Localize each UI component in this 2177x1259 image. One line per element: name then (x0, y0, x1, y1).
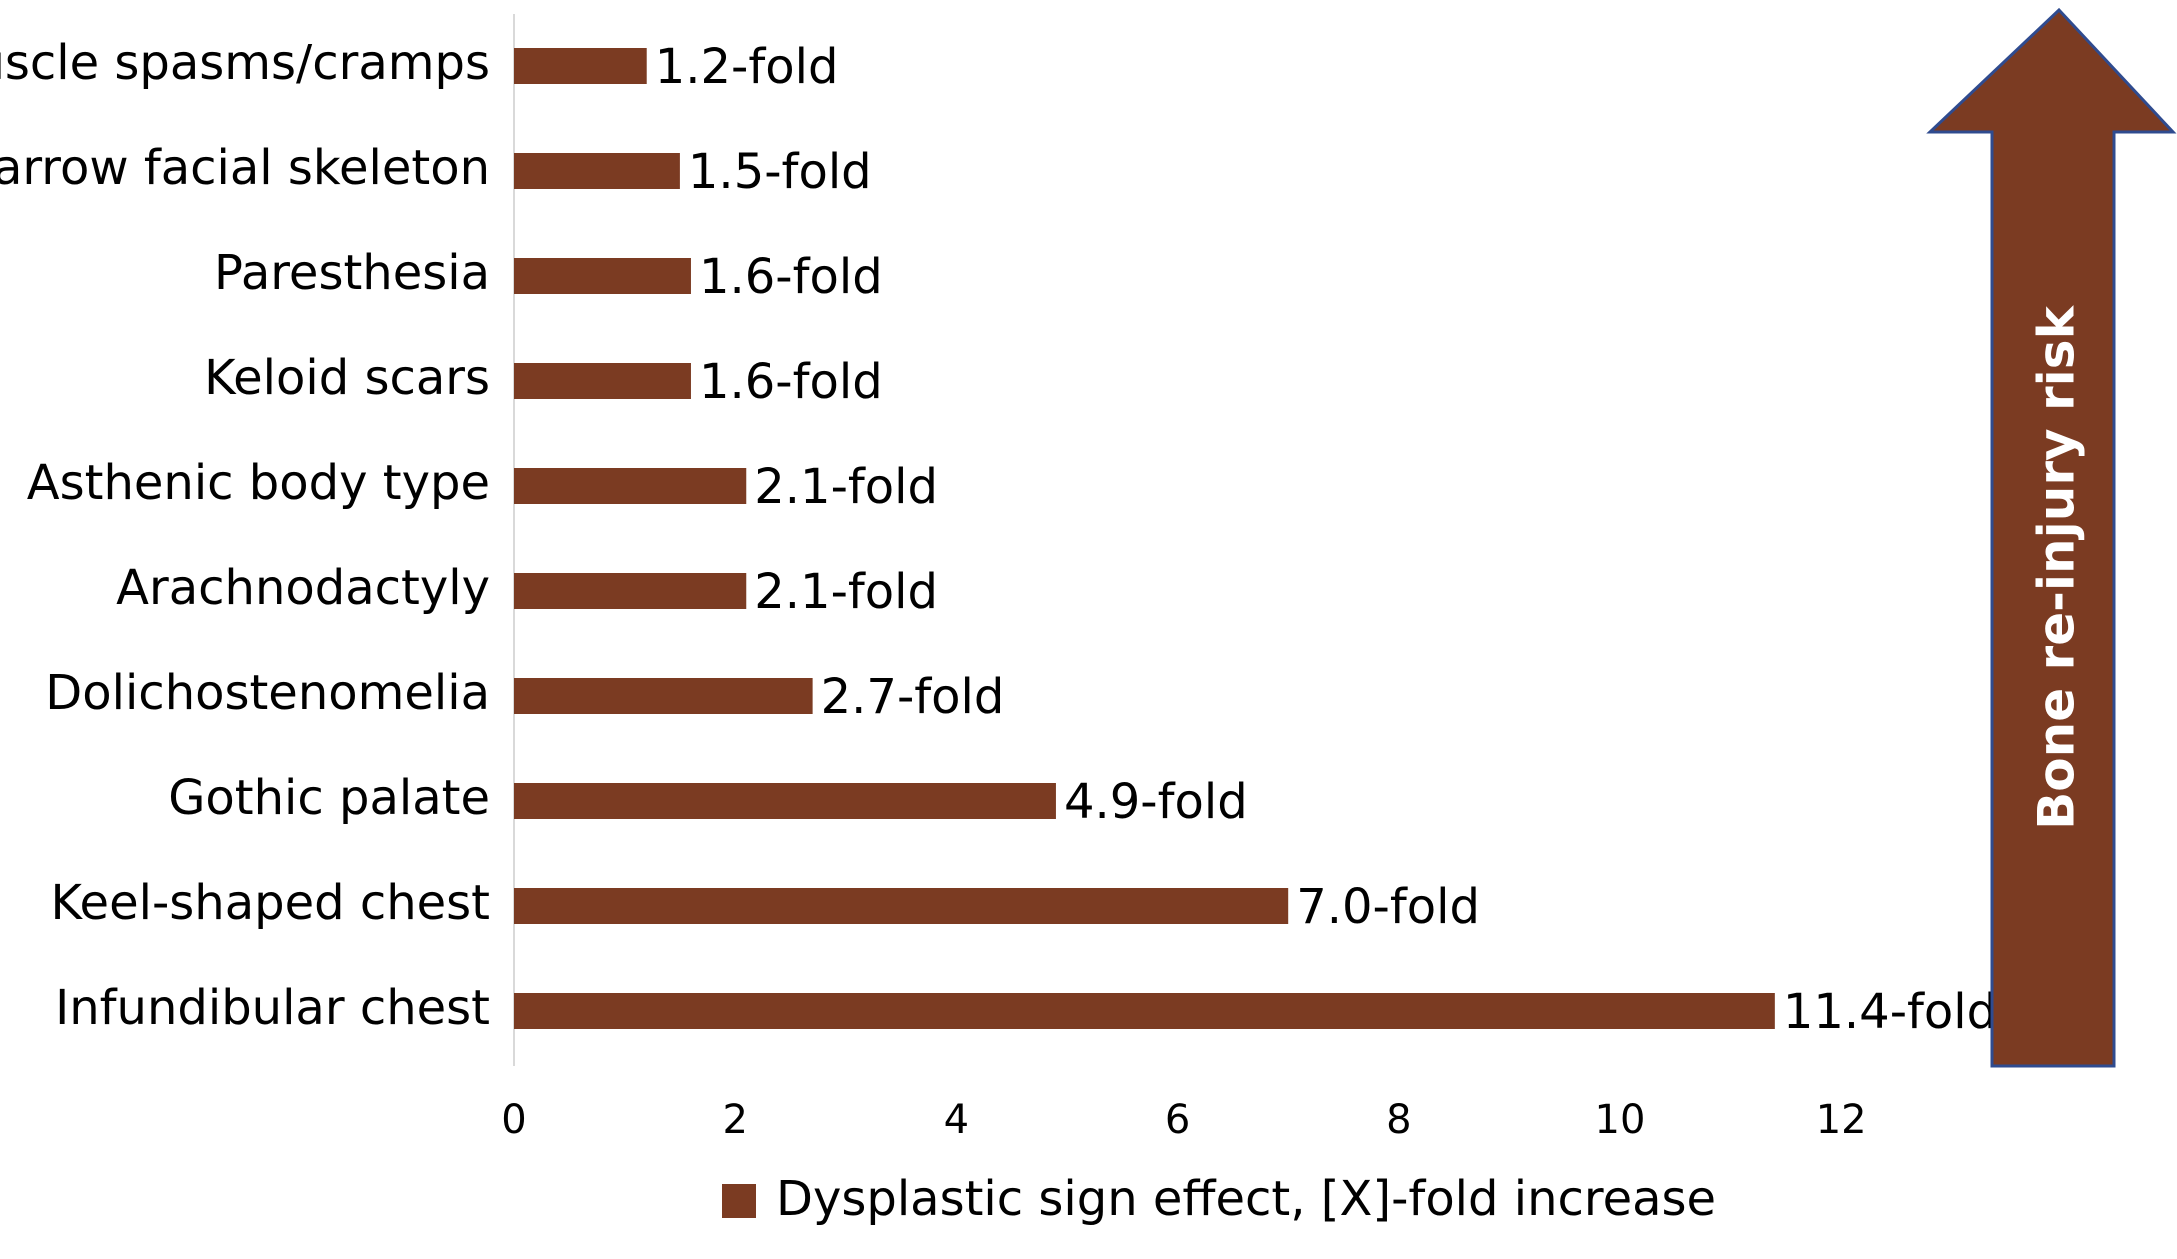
category-label: Asthenic body type (27, 455, 490, 511)
bar (514, 783, 1056, 819)
category-label: Keel-shaped chest (50, 875, 490, 931)
category-label: Muscle spasms/cramps (0, 35, 490, 91)
category-label: Dolichostenomelia (45, 665, 490, 721)
bar (514, 48, 647, 84)
data-label: 7.0-fold (1296, 879, 1480, 935)
x-tick-label: 0 (501, 1097, 526, 1143)
bar (514, 888, 1289, 924)
category-label: Keloid scars (204, 350, 490, 406)
data-label: 2.1-fold (754, 564, 938, 620)
data-label: 1.6-fold (699, 249, 883, 305)
bars (514, 48, 1775, 1029)
bone-reinjury-risk-arrow: Bone re-injury risk (1926, 7, 2177, 1068)
category-label: Paresthesia (214, 245, 490, 301)
data-label: 1.6-fold (699, 354, 883, 410)
legend-label: Dysplastic sign effect, [X]-fold increas… (776, 1171, 1716, 1227)
data-label: 4.9-fold (1064, 774, 1248, 830)
category-label: Infundibular chest (55, 980, 490, 1036)
bar (514, 573, 747, 609)
legend-swatch (722, 1184, 756, 1218)
data-label: 2.7-fold (821, 669, 1005, 725)
legend: Dysplastic sign effect, [X]-fold increas… (722, 1171, 1716, 1227)
bar (514, 993, 1775, 1029)
bar (514, 258, 691, 294)
data-labels: 1.2-fold 1.5-fold 1.6-fold 1.6-fold 2.1-fold… (655, 39, 1997, 1040)
data-label: 1.5-fold (688, 144, 872, 200)
bar (514, 468, 747, 504)
category-label: Gothic palate (168, 770, 490, 826)
bar (514, 678, 813, 714)
x-tick-label: 2 (722, 1097, 747, 1143)
category-labels: Muscle spasms/cramps Narrow facial skelet… (0, 35, 490, 1036)
bar (514, 153, 680, 189)
x-tick-label: 10 (1595, 1097, 1646, 1143)
data-label: 11.4-fold (1783, 984, 1997, 1040)
data-label: 2.1-fold (754, 459, 938, 515)
bar (514, 363, 691, 399)
x-tick-label: 8 (1386, 1097, 1411, 1143)
x-axis-ticks: 0 2 4 6 8 10 12 (501, 1097, 1866, 1143)
data-label: 1.2-fold (655, 39, 839, 95)
x-tick-label: 6 (1165, 1097, 1190, 1143)
category-label: Narrow facial skeleton (0, 140, 490, 196)
x-tick-label: 4 (944, 1097, 969, 1143)
arrow-label: Bone re-injury risk (2028, 304, 2086, 829)
category-label: Arachnodactyly (116, 560, 490, 616)
up-arrow-icon (1926, 7, 2177, 1068)
x-tick-label: 12 (1816, 1097, 1867, 1143)
